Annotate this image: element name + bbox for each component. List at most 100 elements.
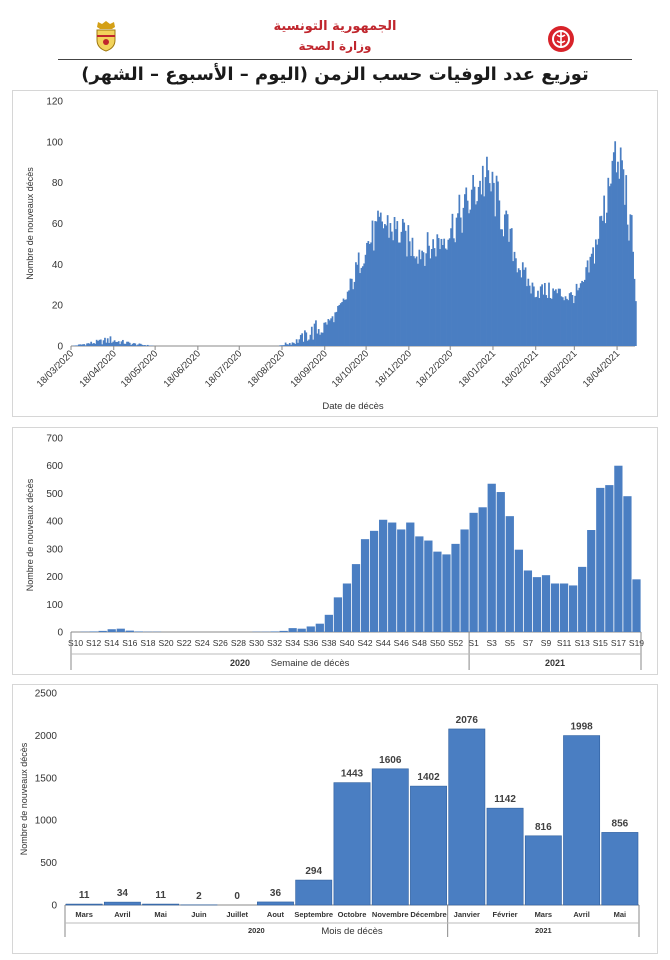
daily-bar [286,344,288,346]
daily-bar [377,210,379,346]
daily-bar [366,242,368,346]
x-tick-label: S26 [213,638,228,648]
weekly-bar [107,629,116,632]
daily-bar [615,172,618,346]
x-tick-label: S13 [575,638,590,648]
daily-bar [135,345,138,346]
data-label: 34 [117,888,129,899]
weekly-bar [605,485,614,632]
daily-bar [497,181,499,346]
daily-bar [124,343,127,346]
daily-bar [304,330,306,346]
daily-bar [450,228,452,346]
x-tick-label: S18 [140,638,155,648]
daily-bar [356,264,359,346]
daily-bar [306,340,309,346]
weekly-bar [406,522,415,632]
daily-bar [452,238,455,346]
daily-bar [404,230,407,346]
daily-bar [133,343,135,346]
daily-bar [393,217,396,346]
weekly-bar [342,583,352,632]
daily-bar [337,306,339,346]
weekly-bar [297,628,306,632]
daily-bar [399,242,401,346]
daily-bar [299,334,302,346]
daily-bar [570,292,572,346]
daily-bar [458,194,461,346]
daily-bar [541,284,543,346]
daily-bar [345,299,348,346]
daily-bar [561,297,564,346]
x-tick-label: 18/01/2021 [457,348,498,389]
daily-bar [508,241,510,346]
weekly-bar [569,585,578,632]
daily-bar [120,341,123,346]
daily-bar [610,183,612,346]
daily-bar [611,160,614,346]
daily-bar [288,342,291,346]
page-title: توزيع عدد الوفيات حسب الزمن (اليوم – الأ… [81,64,589,85]
daily-bar [459,217,462,346]
daily-bar [319,334,321,346]
daily-bar [564,296,567,346]
y-tick-label: 600 [46,461,63,472]
x-tick-label: 18/04/2021 [581,348,622,389]
daily-bar [142,345,145,346]
daily-bar [144,345,146,346]
y-tick-label: 100 [46,600,63,611]
daily-bar [563,300,566,346]
x-tick-label: S3 [487,638,498,648]
daily-bar [480,194,483,346]
daily-bar [556,293,559,346]
monthly-bar [486,807,524,906]
daily-bar [543,283,546,346]
daily-bar [503,214,506,346]
weekly-bar [324,614,333,632]
weekly-bar [578,566,587,632]
daily-bar [109,336,112,346]
daily-bar [113,340,116,346]
daily-bar [461,232,463,346]
daily-bar [138,343,141,346]
weekly-bar [116,628,125,632]
y-tick-label: 1000 [35,816,58,827]
daily-bar [487,170,490,346]
daily-bar [596,244,599,346]
daily-bar [521,262,524,346]
daily-bar [130,344,133,346]
daily-bar [94,343,97,346]
y-tick-label: 20 [52,301,64,312]
daily-bar [585,267,588,346]
daily-bar [509,228,512,346]
daily-bar [105,342,108,346]
daily-bar [603,195,606,346]
x-tick-label: S40 [339,638,354,648]
daily-bar [439,249,441,346]
weekly-bar [451,543,460,632]
x-tick-label: S9 [541,638,552,648]
monthly-bar [563,735,601,906]
daily-bar [535,296,538,346]
daily-bar [472,174,475,346]
daily-bar [401,218,404,346]
daily-bar [298,339,301,346]
daily-bar [284,342,287,346]
data-label: 0 [234,891,240,902]
x-tick-label: S17 [611,638,626,648]
daily-bar [619,147,622,346]
daily-bar [321,332,324,346]
weekly-bar [315,623,324,632]
daily-bar [466,200,469,346]
weekly-bar [388,522,397,632]
x-axis-label: Semaine de décès [271,658,350,669]
daily-bar [436,234,439,346]
data-label: 1443 [341,769,364,780]
daily-bar [433,248,436,346]
daily-bar [414,258,417,346]
monthly-deaths-panel: 0 500 1000 1500 2000 2500 Nombre de nouveaux d… [12,684,658,954]
y-axis-label: Nombre de nouveaux décès [19,742,29,855]
daily-bar [339,303,342,346]
y-tick-label: 400 [46,517,63,528]
weekly-bar [596,487,605,632]
